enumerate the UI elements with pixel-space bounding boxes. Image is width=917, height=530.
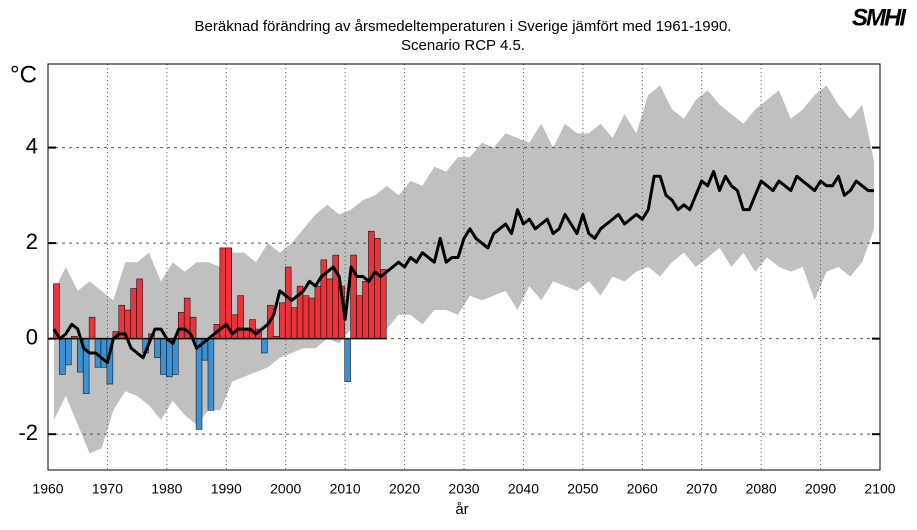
x-tick-label: 2030 bbox=[448, 481, 479, 497]
chart-title: Beräknad förändring av årsmedeltemperatu… bbox=[195, 18, 732, 35]
bar bbox=[308, 297, 316, 339]
x-tick-label: 2080 bbox=[746, 481, 777, 497]
bar bbox=[314, 285, 322, 339]
x-tick-label: 1970 bbox=[92, 481, 123, 497]
bar bbox=[207, 338, 215, 411]
bar bbox=[368, 230, 375, 339]
logo: SMHI bbox=[852, 4, 907, 31]
median-line bbox=[52, 169, 875, 365]
bar bbox=[290, 307, 298, 339]
bar bbox=[326, 278, 334, 339]
x-tick-label: 2010 bbox=[330, 481, 361, 497]
bar bbox=[65, 338, 72, 366]
bar bbox=[344, 338, 351, 382]
x-tick-label: 1960 bbox=[32, 481, 63, 497]
bar bbox=[261, 338, 268, 354]
y-tick-label: 2 bbox=[26, 229, 38, 254]
bar bbox=[177, 312, 185, 339]
range-band bbox=[53, 85, 875, 454]
bar bbox=[362, 281, 369, 339]
x-tick-label: 2090 bbox=[805, 481, 836, 497]
x-tick-label: 1990 bbox=[211, 481, 242, 497]
bar bbox=[237, 295, 244, 339]
x-tick-label: 1980 bbox=[151, 481, 182, 497]
x-tick-label: 2060 bbox=[627, 481, 658, 497]
bar bbox=[279, 302, 286, 339]
y-axis-label: °C bbox=[10, 61, 37, 88]
plot-border bbox=[47, 63, 881, 471]
chart-subtitle: Scenario RCP 4.5. bbox=[401, 37, 525, 54]
bar bbox=[136, 278, 143, 339]
bar bbox=[195, 338, 203, 430]
bar bbox=[59, 338, 66, 375]
x-tick-label: 2020 bbox=[389, 481, 420, 497]
bar bbox=[374, 238, 381, 339]
x-axis-label: år bbox=[455, 501, 468, 518]
bar bbox=[302, 295, 310, 339]
x-tick-label: 2100 bbox=[864, 481, 895, 497]
y-tick-label: -2 bbox=[18, 420, 38, 445]
x-tick-label: 2050 bbox=[567, 481, 598, 497]
bar bbox=[166, 338, 173, 378]
x-tick-label: 2040 bbox=[508, 481, 539, 497]
bar bbox=[356, 295, 363, 339]
bar bbox=[380, 269, 387, 339]
x-tick-label: 2070 bbox=[686, 481, 717, 497]
bar bbox=[130, 288, 137, 339]
bar bbox=[284, 266, 292, 339]
bar bbox=[160, 338, 167, 375]
bar bbox=[88, 316, 96, 339]
bar bbox=[154, 338, 161, 359]
y-tick-label: 0 bbox=[26, 324, 38, 349]
x-tick-label: 2000 bbox=[270, 481, 301, 497]
y-tick-label: 4 bbox=[26, 133, 38, 158]
